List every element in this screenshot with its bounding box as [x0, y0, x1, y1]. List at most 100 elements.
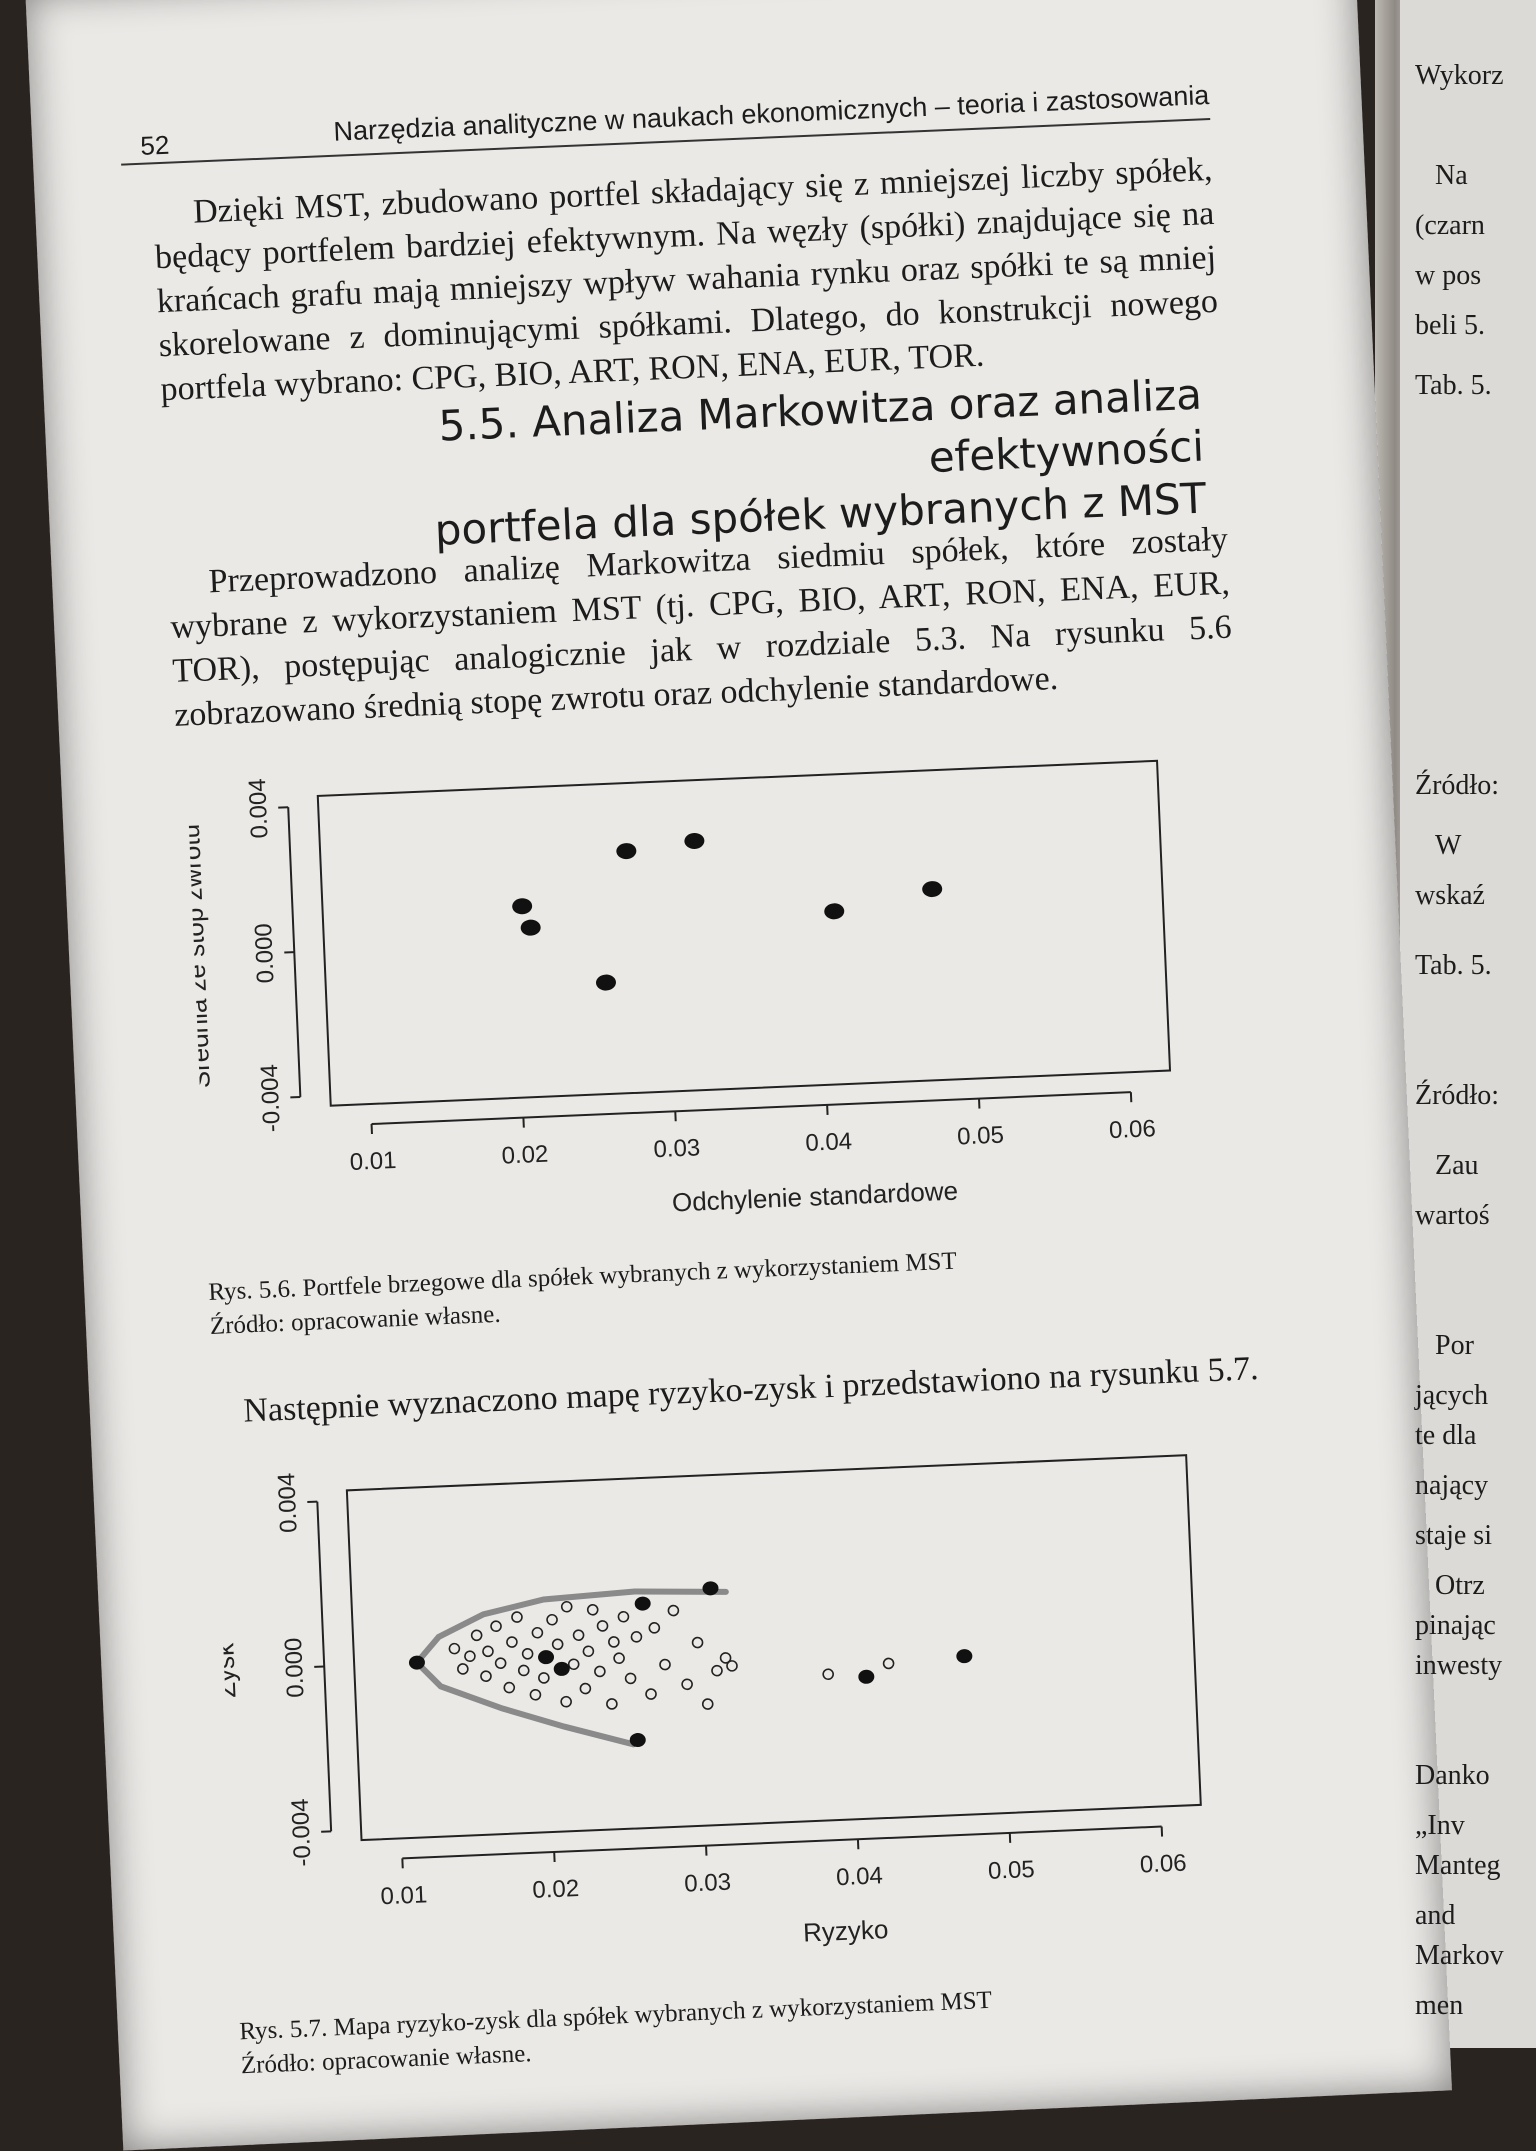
portfolio-point [483, 1646, 493, 1656]
right-page-line: Tab. 5. [1415, 370, 1492, 402]
right-page-line: Źródło: [1415, 1080, 1499, 1112]
portfolio-point [583, 1646, 593, 1656]
running-head: 52 Narzędzia analityczne w naukach ekono… [119, 78, 1210, 166]
portfolio-point [660, 1659, 670, 1669]
plot-frame [347, 1455, 1201, 1840]
x-tick-label: 0.03 [653, 1134, 701, 1163]
right-page-line: Źródło: [1415, 770, 1499, 802]
right-page-line: wskaź [1415, 880, 1485, 912]
page-number: 52 [140, 130, 170, 162]
y-axis-title: Zysk [215, 1642, 241, 1699]
asset-point [553, 1662, 570, 1677]
portfolio-point [507, 1637, 517, 1647]
x-tick-label: 0.04 [836, 1862, 884, 1891]
x-tick-label: 0.05 [957, 1122, 1005, 1151]
y-tick-label: 0.000 [250, 923, 279, 984]
portfolio-point [495, 1658, 505, 1668]
x-tick-label: 0.02 [532, 1875, 580, 1904]
portfolio-point [530, 1690, 540, 1700]
portfolio-point [539, 1673, 549, 1683]
right-page-line: Tab. 5. [1415, 950, 1492, 982]
portfolio-point [465, 1651, 475, 1661]
x-tick-label: 0.06 [1109, 1115, 1157, 1144]
y-tick-label: 0.004 [273, 1472, 302, 1533]
portfolio-point [449, 1643, 459, 1653]
x-tick-label: 0.02 [501, 1141, 549, 1170]
right-page-line: beli 5. [1415, 310, 1485, 342]
portfolio-point [712, 1665, 722, 1675]
efficient-frontier-curve [414, 1588, 732, 1754]
portfolio-point [625, 1673, 635, 1683]
portfolio-point [569, 1659, 579, 1669]
right-page-line: (czarn [1415, 210, 1485, 242]
frontier-point [596, 974, 617, 991]
y-tick-label: 0.004 [244, 778, 273, 839]
right-page-line: staje si [1415, 1520, 1492, 1552]
right-page-line: te dla [1415, 1420, 1476, 1452]
portfolio-point [727, 1661, 737, 1671]
right-page-line: W [1435, 830, 1461, 862]
page-content: 52 Narzędzia analityczne w naukach ekono… [117, 18, 1293, 2142]
portfolio-point [607, 1699, 617, 1709]
y-tick-label: -0.004 [287, 1798, 317, 1867]
x-tick-label: 0.06 [1139, 1850, 1187, 1879]
portfolio-point [522, 1649, 532, 1659]
portfolio-point [692, 1637, 702, 1647]
portfolio-point [481, 1671, 491, 1681]
paragraph-text: Dzięki MST, zbudowano portfel składający… [152, 148, 1220, 412]
portfolio-point [580, 1683, 590, 1693]
x-tick-label: 0.03 [684, 1869, 732, 1898]
portfolio-point [595, 1666, 605, 1676]
portfolio-point [614, 1653, 624, 1663]
portfolio-point [823, 1669, 833, 1679]
portfolio-point [562, 1602, 572, 1612]
right-page-line: Otrz [1435, 1570, 1485, 1602]
right-page-line: „Inv [1415, 1810, 1465, 1842]
running-head-title: Narzędzia analityczne w naukach ekonomic… [333, 80, 1210, 148]
y-tick-label: -0.004 [256, 1064, 286, 1133]
y-tick-label: 0.000 [280, 1637, 309, 1698]
asset-point [634, 1596, 651, 1611]
frontier-point [824, 903, 845, 920]
portfolio-point [703, 1699, 713, 1709]
portfolio-point [668, 1605, 678, 1615]
frontier-point [922, 881, 943, 898]
x-tick-label: 0.04 [805, 1128, 853, 1157]
right-page-line: and [1415, 1900, 1455, 1932]
right-page-line: Zau [1435, 1150, 1479, 1182]
portfolio-point [682, 1679, 692, 1689]
x-axis-title: Odchylenie standardowe [671, 1176, 958, 1218]
figure-5-6: 0.01 0.02 0.03 0.04 0.05 0.06 -0.004 0.000 0.004… [186, 707, 1257, 1271]
portfolio-point [609, 1637, 619, 1647]
portfolio-point [547, 1615, 557, 1625]
right-page-line: wartoś [1415, 1200, 1490, 1232]
x-tick-label: 0.01 [380, 1881, 428, 1910]
right-page-line: w pos [1415, 260, 1481, 292]
right-page-line: jących [1415, 1380, 1488, 1412]
right-page-line: Manteg [1415, 1850, 1501, 1882]
portfolio-point [646, 1689, 656, 1699]
portfolio-point [561, 1697, 571, 1707]
frontier-point [512, 898, 533, 915]
right-page-line: nający [1415, 1470, 1488, 1502]
right-page-line: inwesty [1415, 1650, 1502, 1682]
portfolio-point [532, 1628, 542, 1638]
portfolio-point [552, 1639, 562, 1649]
x-axis-title: Ryzyko [803, 1914, 889, 1948]
portfolio-point [649, 1623, 659, 1633]
portfolio-point [504, 1682, 514, 1692]
paragraph-mst-portfolio: Dzięki MST, zbudowano portfel składający… [152, 148, 1220, 412]
x-axis-line [372, 1092, 1131, 1124]
portfolio-point [618, 1612, 628, 1622]
right-page-line: Por [1435, 1330, 1474, 1362]
portfolio-point [573, 1630, 583, 1640]
right-page-line: pinając [1415, 1610, 1496, 1642]
asset-point [858, 1669, 875, 1684]
x-tick-label: 0.01 [349, 1147, 397, 1176]
portfolio-point [458, 1664, 468, 1674]
asset-point [538, 1650, 555, 1665]
right-page-line: men [1415, 1990, 1463, 2022]
portfolio-point [519, 1665, 529, 1675]
